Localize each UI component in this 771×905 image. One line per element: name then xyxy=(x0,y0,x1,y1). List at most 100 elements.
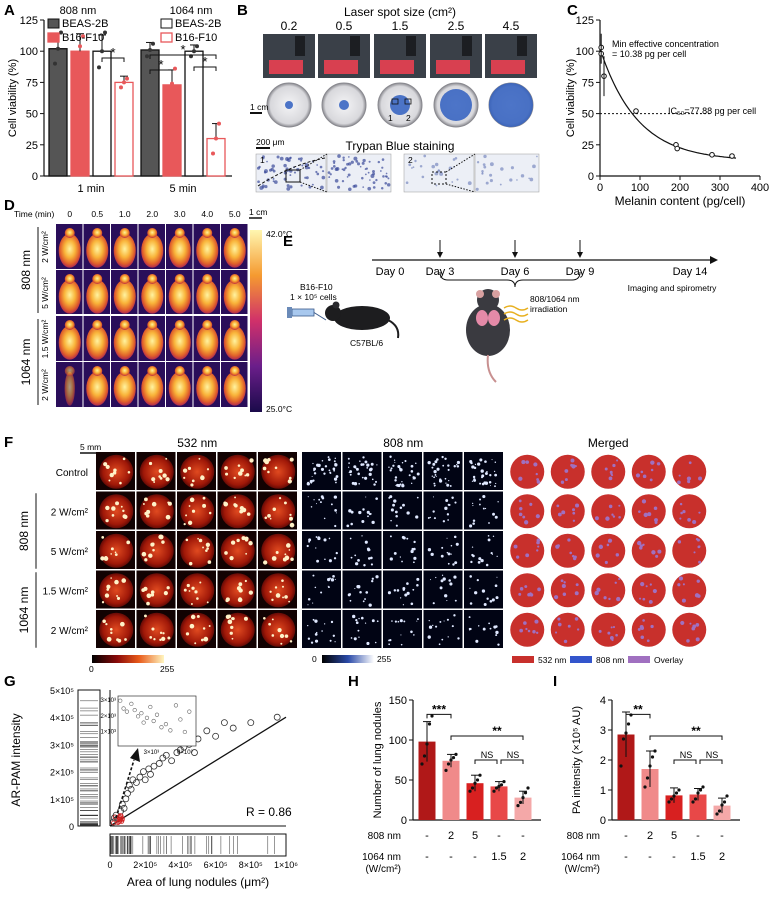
f-nodule xyxy=(471,553,474,557)
micrograph-cell xyxy=(372,186,376,189)
thermal-mouse xyxy=(141,325,164,360)
f-nodule xyxy=(231,637,234,640)
f-legend-swatch xyxy=(512,656,534,663)
a-bar xyxy=(70,50,90,177)
f-nodule xyxy=(440,554,444,558)
i-row1-value: 5 xyxy=(671,830,677,842)
f-nodule xyxy=(361,535,363,537)
f-overlay-spot xyxy=(572,511,576,515)
f-nodule xyxy=(349,473,352,476)
g-xtick-label: 0 xyxy=(107,860,112,870)
thermal-mouse xyxy=(86,279,109,314)
a-legend-swatch xyxy=(47,18,60,29)
f-nodule xyxy=(267,458,271,462)
f-overlay-spot xyxy=(607,631,611,635)
f-nodule xyxy=(187,466,192,470)
f-nodule xyxy=(328,559,332,563)
f-nodule xyxy=(110,553,113,555)
f-image-cell xyxy=(342,610,382,648)
scale-1cm-b: 1 cm xyxy=(250,102,268,112)
f-nodule xyxy=(413,634,415,636)
f-nodule xyxy=(455,542,459,546)
i-row1-value: 2 xyxy=(647,830,653,842)
a-ytick-label: 25 xyxy=(26,140,38,152)
micrograph-cell xyxy=(350,160,354,164)
c-point xyxy=(633,108,639,114)
f-nodule xyxy=(412,476,416,480)
f-nodule xyxy=(406,582,409,585)
micrograph-cell xyxy=(300,184,303,187)
f-overlay-spot xyxy=(656,462,661,466)
f-nodule xyxy=(430,552,434,557)
f-nodule xyxy=(152,548,155,552)
i-row2-unit: (W/cm²) xyxy=(564,864,600,875)
g-point xyxy=(120,804,128,812)
f-lung xyxy=(591,573,626,608)
f-nodule xyxy=(484,481,489,485)
f-overlay-spot xyxy=(641,499,647,504)
a-bar xyxy=(92,50,112,177)
h-point xyxy=(470,786,475,790)
f-nodule xyxy=(359,590,362,594)
f-nodule xyxy=(198,538,203,543)
f-nodule xyxy=(281,579,284,582)
f-nodule xyxy=(182,468,188,473)
a-point xyxy=(78,44,82,49)
f-overlay-spot xyxy=(532,630,536,634)
f-nodule xyxy=(188,561,193,566)
f-nodule xyxy=(249,458,254,463)
f-nodule xyxy=(492,553,494,555)
f-nodule xyxy=(317,463,321,468)
g-point xyxy=(125,781,133,789)
f-nodule xyxy=(162,473,167,478)
a-legend-label: B16-F10 xyxy=(175,32,217,44)
g-inset xyxy=(117,695,197,747)
f-nodule xyxy=(457,637,460,640)
a-point xyxy=(214,136,218,141)
f-image-cell xyxy=(302,610,341,648)
g-point xyxy=(140,768,147,775)
g-inset-ytick: 1×10³ xyxy=(100,729,116,735)
g-xtick-label: 1×10⁶ xyxy=(274,860,298,870)
f-nodule xyxy=(161,540,165,544)
h-ytick-label: 150 xyxy=(389,695,407,707)
f-nodule xyxy=(329,472,332,474)
f-nodule xyxy=(492,535,495,537)
f-nodule xyxy=(487,538,491,542)
f-nodule xyxy=(330,503,333,506)
f-nodule xyxy=(149,635,153,639)
a-point xyxy=(103,30,107,35)
f-nodule xyxy=(477,560,481,564)
f-nodule xyxy=(441,638,444,641)
f-nodule xyxy=(227,619,233,625)
f-nodule xyxy=(227,614,232,619)
micrograph-cell xyxy=(283,163,287,168)
f-nodule xyxy=(159,638,162,642)
f-nodule xyxy=(371,619,375,623)
f-overlay-spot xyxy=(604,467,608,471)
mouse-icon xyxy=(325,301,400,339)
f-overlay-spot xyxy=(529,502,533,506)
f-nodule xyxy=(471,546,474,548)
f-overlay-spot xyxy=(615,553,620,557)
f-nodule xyxy=(327,456,330,459)
micrograph-cell xyxy=(270,167,274,172)
f-nodule xyxy=(274,586,278,589)
roi-label-2: 2 xyxy=(406,113,411,123)
f-overlay-spot xyxy=(609,636,614,640)
a-bar xyxy=(206,137,226,177)
h-sig-mark: ** xyxy=(492,724,502,738)
c-xtick-label: 100 xyxy=(631,182,649,194)
thermal-mouse-head xyxy=(92,320,103,330)
f-nodule xyxy=(436,467,440,471)
f-overlay-spot xyxy=(572,519,576,522)
f-nodule xyxy=(104,593,110,598)
f-legend-label: 808 nm xyxy=(596,655,624,665)
a-sig-mark: * xyxy=(180,42,185,57)
f-nodule xyxy=(495,634,498,637)
f-nodule xyxy=(277,628,282,633)
thermal-mouse-head xyxy=(174,366,185,376)
f-nodule xyxy=(315,536,318,538)
scale-5mm: 5 mm xyxy=(80,442,101,452)
panel-label-d: D xyxy=(4,197,15,214)
